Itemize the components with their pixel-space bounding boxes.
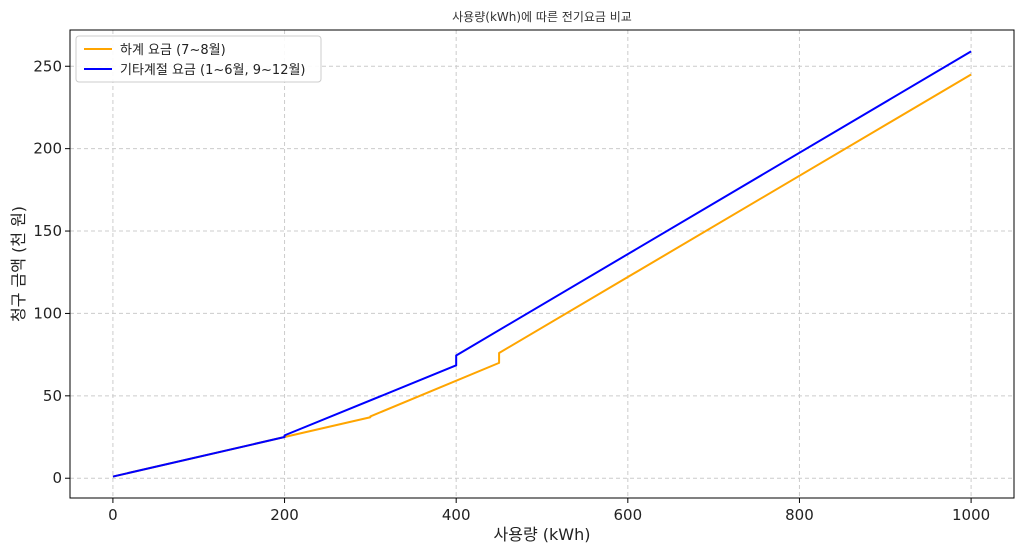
series-line-0 <box>112 73 972 478</box>
x-tick-label: 400 <box>442 506 471 524</box>
y-tick-label: 100 <box>33 304 62 322</box>
x-tick-label: 600 <box>613 506 642 524</box>
series-layer <box>112 50 972 478</box>
y-ticks: 0 50 100 150 200 250 <box>33 57 70 487</box>
x-tick-label: 800 <box>785 506 814 524</box>
y-tick-label: 0 <box>52 469 62 487</box>
grid <box>70 30 1014 498</box>
y-tick-label: 200 <box>33 140 62 158</box>
y-tick-label: 150 <box>33 222 62 240</box>
x-tick-label: 200 <box>270 506 299 524</box>
series-line-1 <box>112 50 972 478</box>
plot-frame <box>69 29 1015 499</box>
y-tick-label: 250 <box>33 57 62 75</box>
x-tick-label: 0 <box>108 506 118 524</box>
y-axis-label: 청구 금액 (천 원) <box>9 206 28 322</box>
legend-box <box>75 35 322 83</box>
x-ticks: 0 200 400 600 800 1000 <box>108 498 990 524</box>
y-tick-label: 50 <box>43 387 62 405</box>
chart-title: 사용량(kWh)에 따른 전기요금 비교 <box>452 10 632 24</box>
legend-label-summer: 하계 요금 (7~8월) <box>120 43 226 58</box>
x-axis-label: 사용량 (kWh) <box>494 525 591 544</box>
legend: 하계 요금 (7~8월) 기타계절 요금 (1~6월, 9~12월) <box>75 35 322 83</box>
legend-label-other: 기타계절 요금 (1~6월, 9~12월) <box>120 63 306 78</box>
x-tick-label: 1000 <box>952 506 990 524</box>
